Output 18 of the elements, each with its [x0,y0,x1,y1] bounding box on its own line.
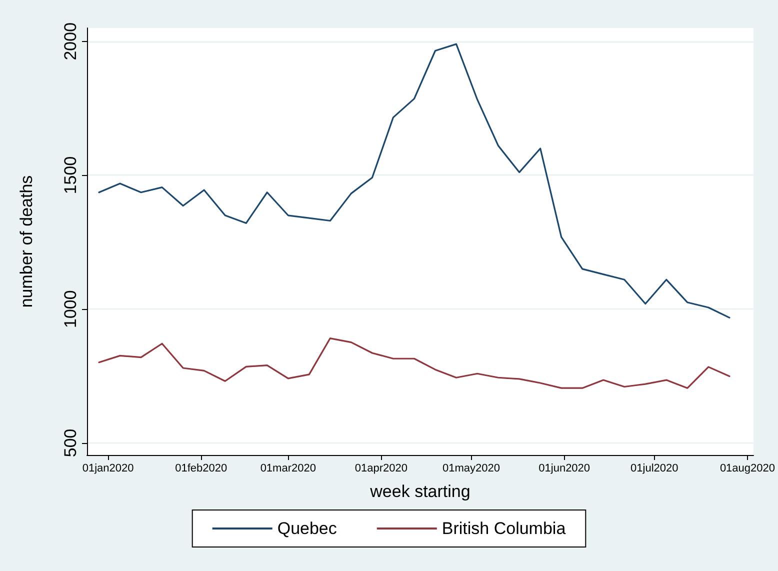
x-tick-label: 01jul2020 [630,462,678,474]
x-axis-title: week starting [369,482,470,501]
legend-label: British Columbia [442,519,566,538]
y-tick-label: 2000 [61,22,80,60]
y-tick-label: 1000 [61,290,80,328]
x-tick-label: 01feb2020 [175,462,228,474]
x-tick-label: 01apr2020 [354,462,408,474]
x-tick-label: 01jun2020 [538,462,590,474]
line-series [98,337,730,389]
x-tick-label: 01jan2020 [82,462,134,474]
x-tick-label: 01may2020 [442,462,500,474]
x-tick-label: 01aug2020 [720,462,775,474]
y-tick-label: 500 [61,428,80,458]
legend-label: Quebec [277,519,338,538]
y-axis-title: number of deaths [17,175,36,308]
x-tick-label: 01mar2020 [260,462,316,474]
line-series [98,43,730,318]
y-tick-label: 1500 [61,156,80,194]
